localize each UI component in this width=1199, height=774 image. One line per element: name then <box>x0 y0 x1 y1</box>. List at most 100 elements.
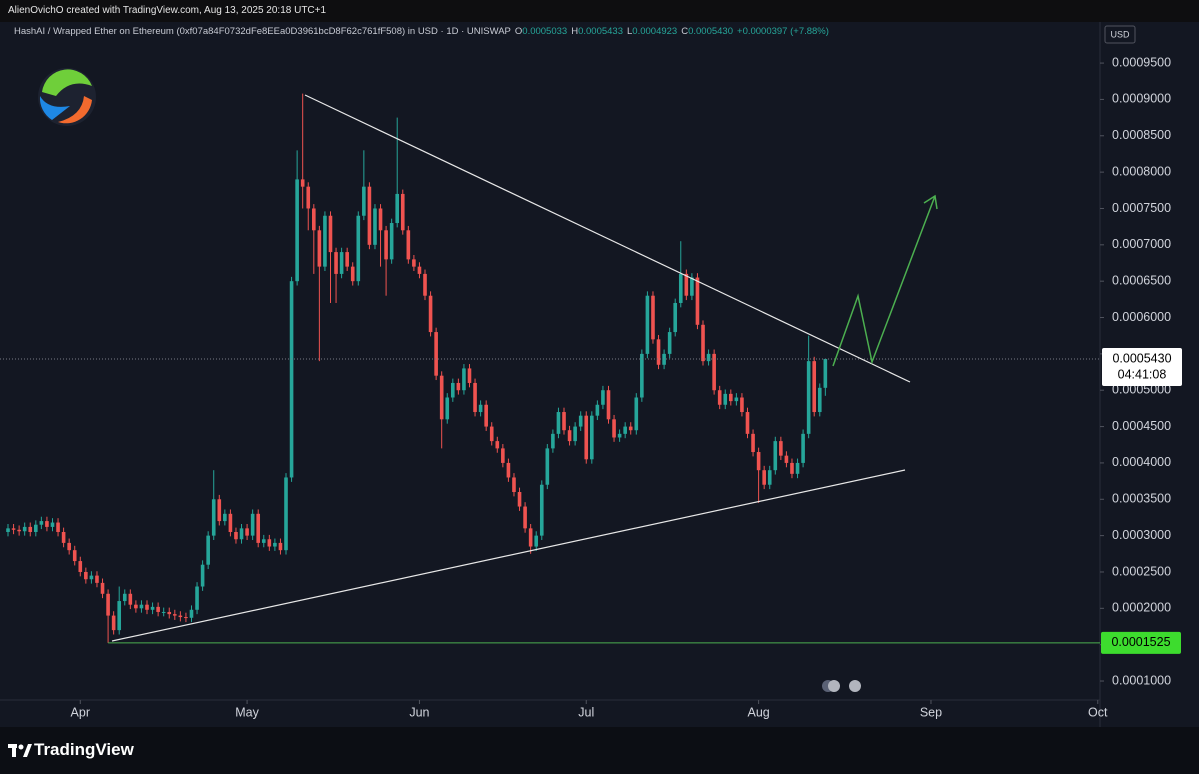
candle-body <box>50 522 55 527</box>
candle-body <box>106 593 110 616</box>
y-tick-label: 0.0003500 <box>1112 492 1171 506</box>
candle-body <box>167 611 172 615</box>
candle-body <box>117 601 122 631</box>
candle-body <box>640 353 644 398</box>
ohlc-value: 0.0004923 <box>632 26 678 37</box>
candle-body <box>617 433 622 438</box>
candle-body <box>539 484 544 536</box>
brand-shape <box>12 744 16 757</box>
candle-body <box>695 277 700 325</box>
event-icon <box>849 680 861 692</box>
candle-body <box>261 539 266 543</box>
level-label: 0.0001525 <box>1111 635 1170 649</box>
x-tick-label: Aug <box>747 705 769 719</box>
last-price-label: 0.0005430 <box>1112 351 1171 365</box>
candle-body <box>334 252 338 274</box>
symbol-line: HashAI / Wrapped Ether on Ethereum (0xf0… <box>14 26 829 37</box>
candle-body <box>156 606 160 612</box>
y-tick-label: 0.0007000 <box>1112 237 1171 251</box>
candle-body <box>762 470 766 485</box>
candle-body <box>767 470 772 485</box>
candle-body <box>517 492 522 507</box>
ohlc-key: C <box>681 26 689 37</box>
candle-body <box>378 208 383 231</box>
candle-body <box>306 186 311 209</box>
marks <box>0 93 1100 644</box>
candle-body <box>456 382 461 391</box>
candle-body <box>567 430 572 442</box>
candle-body <box>300 179 305 187</box>
candle-body <box>779 441 783 456</box>
currency-box <box>1104 25 1136 44</box>
x-tick-label: Apr <box>71 705 90 719</box>
candle-body <box>756 452 761 471</box>
candle-body <box>239 528 244 540</box>
candle-body <box>590 415 594 460</box>
candle-body <box>22 526 27 532</box>
candle-body <box>128 593 133 605</box>
y-tick-label: 0.0005000 <box>1112 383 1171 397</box>
candle-body <box>89 575 94 580</box>
logo-orange <box>58 96 92 124</box>
support-line <box>111 469 906 642</box>
candle-body <box>501 448 505 463</box>
candle-body <box>795 462 800 474</box>
candle-body <box>384 230 388 260</box>
candle-body <box>651 295 655 340</box>
candle-body <box>195 586 199 610</box>
candle-body <box>206 535 210 565</box>
candle-body <box>667 332 672 354</box>
candle-body <box>139 604 144 609</box>
candle-body <box>134 604 138 609</box>
candle-body <box>111 615 116 631</box>
candle-body <box>11 528 16 530</box>
candle-body <box>745 412 750 434</box>
candle-body <box>623 426 627 434</box>
candle-body <box>584 415 589 460</box>
candle-body <box>423 273 427 296</box>
candle-body <box>690 277 694 296</box>
countdown: 04:41:08 <box>1118 367 1167 381</box>
candle-body <box>467 368 472 383</box>
candle-body <box>595 404 600 416</box>
candle-body <box>350 266 355 282</box>
candle-body <box>356 215 361 282</box>
candle-body <box>428 295 433 333</box>
candle-body <box>729 393 733 402</box>
credit-bar: AlienOvichO created with TradingView.com… <box>0 0 1199 22</box>
candle-body <box>573 426 577 442</box>
candle-body <box>95 575 99 583</box>
candle-body <box>328 215 333 253</box>
y-tick-label: 0.0004500 <box>1112 419 1171 433</box>
arrow-head <box>923 194 938 210</box>
ohlc-key: H <box>571 26 579 37</box>
candle-body <box>528 528 533 547</box>
candle-body <box>217 499 222 522</box>
candle-body <box>723 393 728 405</box>
logo <box>38 68 96 126</box>
brand-shape <box>18 744 24 750</box>
candle-body <box>489 426 494 442</box>
candle-body <box>634 397 639 431</box>
symbol: HashAI / Wrapped Ether on Ethereum (0xf0… <box>14 26 511 37</box>
ohlc-value: 0.0005033 <box>522 26 568 37</box>
candle-body <box>28 526 33 532</box>
candle-body <box>506 462 511 478</box>
candle-body <box>812 361 817 413</box>
candle-body <box>662 353 666 365</box>
brand: TradingView <box>34 740 134 759</box>
candle-body <box>367 186 372 245</box>
candle-body <box>451 382 455 398</box>
candle-body <box>701 324 705 362</box>
candle-body <box>273 542 277 547</box>
candle-body <box>184 617 188 619</box>
candle-body <box>317 230 322 267</box>
candle-body <box>684 273 689 296</box>
candle-body <box>178 615 183 618</box>
candle-body <box>417 266 422 274</box>
candle-body <box>84 571 88 580</box>
candle-body <box>200 564 205 587</box>
candle-body <box>395 193 400 224</box>
candle-body <box>740 397 744 413</box>
y-tick-label: 0.0002000 <box>1112 601 1171 615</box>
